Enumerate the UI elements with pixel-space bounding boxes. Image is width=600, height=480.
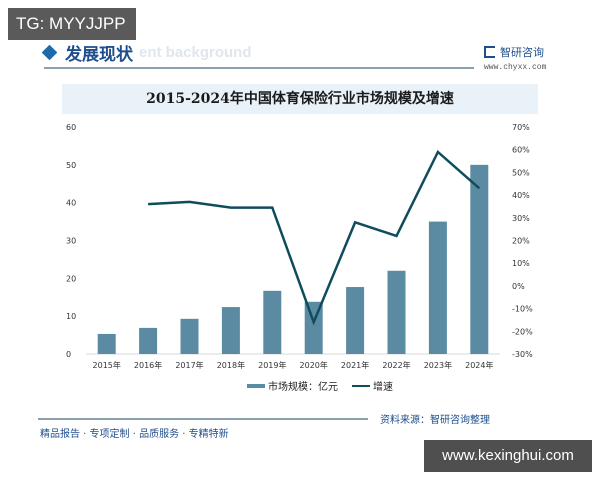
right-axis-tick: 70% <box>512 123 530 132</box>
chart-legend: 市场规模：亿元 增速 <box>0 378 600 393</box>
diamond-icon <box>41 44 58 61</box>
right-axis-tick: 0% <box>512 282 525 291</box>
footer-divider <box>38 418 368 420</box>
line-swatch-icon <box>352 384 370 387</box>
right-axis-tick: 10% <box>512 259 530 268</box>
left-axis-tick: 20 <box>66 274 76 283</box>
section-title: 发展现状 <box>65 45 133 65</box>
bar <box>304 301 323 354</box>
x-axis-tick: 2019年 <box>258 360 286 370</box>
header-divider <box>44 67 474 69</box>
right-axis-tick: 60% <box>512 146 530 155</box>
section-subtitle: ent background <box>139 44 252 61</box>
left-axis-tick: 30 <box>66 237 76 246</box>
x-axis-tick: 2021年 <box>341 360 369 370</box>
chart-plot: 0 10 20 30 40 50 60 -30% -20% -10% 0% 10% 20% 30% 40% 5… <box>66 123 533 370</box>
data-source: 资料来源：智研咨询整理 <box>380 415 490 426</box>
x-axis-tick: 2017年 <box>175 360 203 370</box>
x-axis-tick: 2022年 <box>382 360 410 370</box>
bar <box>387 270 406 354</box>
legend-item-growth: 增速 <box>352 378 393 393</box>
chart-title: 2015-2024年中国体育保险行业市场规模及增速 <box>62 84 538 114</box>
x-axis-tick: 2024年 <box>465 360 493 370</box>
right-axis-tick: -30% <box>512 350 533 359</box>
bar <box>180 318 199 354</box>
brand-logo-icon <box>484 46 495 58</box>
right-axis-tick: 50% <box>512 168 530 177</box>
left-axis-tick: 10 <box>66 312 76 321</box>
left-axis-tick: 60 <box>66 123 76 132</box>
bar <box>428 221 447 354</box>
legend-item-market-size: 市场规模：亿元 <box>247 378 338 393</box>
x-axis-tick: 2015年 <box>93 360 121 370</box>
footer-slogan: 精品报告 · 专项定制 · 品质服务 · 专精特新 <box>40 429 229 440</box>
bar <box>221 307 240 354</box>
bar <box>139 327 158 354</box>
left-axis-tick: 50 <box>66 161 76 170</box>
x-axis-tick: 2018年 <box>217 360 245 370</box>
brand-name: 智研咨询 <box>500 46 544 59</box>
watermark-badge: TG: MYYJJPP <box>8 8 136 40</box>
left-axis-tick: 40 <box>66 199 76 208</box>
x-axis-tick: 2016年 <box>134 360 162 370</box>
section-header: 发展现状 ent background <box>41 40 252 65</box>
right-axis-tick: -10% <box>512 305 533 314</box>
brand-block: 智研咨询 www.chyxx.com <box>484 44 546 72</box>
x-axis-tick: 2023年 <box>424 360 452 370</box>
left-axis-tick: 0 <box>66 350 71 359</box>
right-axis-tick: 40% <box>512 191 530 200</box>
bar-swatch-icon <box>247 383 265 388</box>
x-axis-tick: 2020年 <box>300 360 328 370</box>
growth-line <box>148 149 481 326</box>
brand-url: www.chyxx.com <box>484 63 547 72</box>
right-axis-tick: -20% <box>512 327 533 336</box>
right-axis-tick: 20% <box>512 237 530 246</box>
bar <box>470 164 489 354</box>
right-axis-tick: 30% <box>512 214 530 223</box>
bar <box>97 333 116 354</box>
site-badge: www.kexinghui.com <box>424 440 592 472</box>
bar <box>263 290 282 354</box>
bar <box>346 287 365 354</box>
